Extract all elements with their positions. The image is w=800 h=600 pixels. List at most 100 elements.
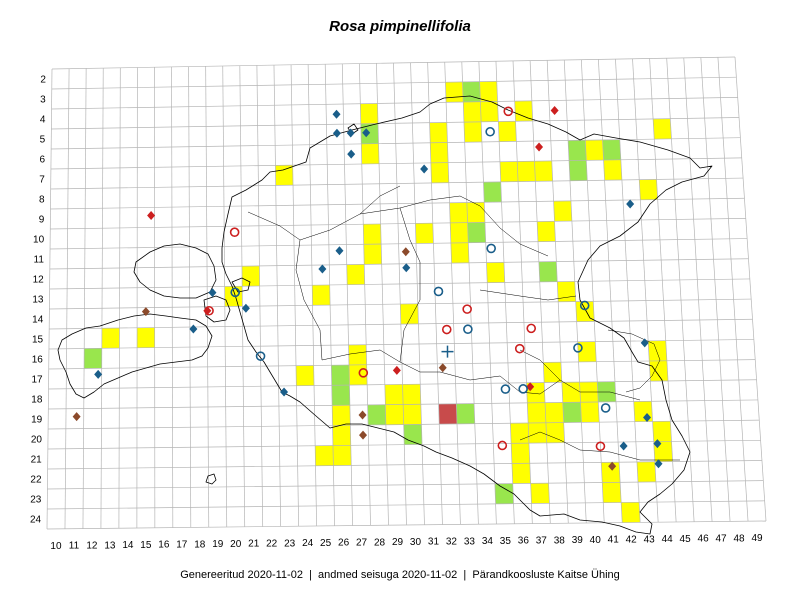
grid-cell-27-16 xyxy=(348,344,367,366)
marker-blue-diamond xyxy=(318,264,327,274)
column-label: 38 xyxy=(554,535,566,546)
marker-blue-diamond xyxy=(332,109,341,119)
row-label: 3 xyxy=(40,95,46,106)
column-label: 27 xyxy=(356,538,368,549)
column-label: 32 xyxy=(446,537,458,548)
grid-vline xyxy=(393,62,407,526)
grid-cell-35-8 xyxy=(483,181,502,203)
row-label: 19 xyxy=(31,415,43,426)
column-label: 40 xyxy=(590,535,602,546)
row-label: 11 xyxy=(34,255,45,266)
row-label: 20 xyxy=(31,435,43,446)
grid-cell-37-7 xyxy=(517,161,536,182)
grid-cell-26-18 xyxy=(331,385,350,406)
row-label: 10 xyxy=(33,235,45,246)
column-label: 45 xyxy=(680,534,692,545)
grid-hline xyxy=(50,197,745,210)
lake-peipus xyxy=(607,329,661,393)
marker-brown-diamond xyxy=(141,307,150,317)
county-boundary xyxy=(439,371,561,395)
marker-red-circle xyxy=(441,324,452,335)
grid-cell-40-7 xyxy=(569,160,588,181)
muhu-coastline xyxy=(203,295,231,323)
column-label: 36 xyxy=(518,536,530,547)
marker-red-circle xyxy=(229,227,240,238)
grid-cell-32-5 xyxy=(429,122,448,143)
county-boundary xyxy=(459,195,549,257)
grid-hline xyxy=(47,439,761,450)
grid-cell-30-20 xyxy=(403,424,423,445)
grid-cell-36-5 xyxy=(498,121,517,142)
grid-cell-39-18 xyxy=(561,382,581,403)
grid-vline xyxy=(64,68,70,529)
grid-cell-30-18 xyxy=(402,384,421,405)
column-label: 34 xyxy=(482,536,494,547)
grid-cell-38-20 xyxy=(545,422,565,443)
column-label: 43 xyxy=(644,534,656,545)
grid-hline xyxy=(47,500,765,510)
marker-brown-diamond xyxy=(359,430,368,440)
grid-cell-37-4 xyxy=(514,100,533,122)
grid-cell-35-12 xyxy=(486,262,505,283)
row-label: 15 xyxy=(32,335,44,346)
grid-vline xyxy=(136,67,138,529)
grid-vline xyxy=(563,59,587,524)
grid-vline xyxy=(205,66,210,528)
grid-vline xyxy=(700,57,731,522)
grid-hline xyxy=(46,520,767,530)
county-boundary xyxy=(321,349,401,363)
column-label: 15 xyxy=(140,540,152,551)
grid-vline xyxy=(307,64,317,527)
grid-cell-36-20 xyxy=(510,423,529,444)
marker-blue-circle xyxy=(463,324,473,335)
column-label: 26 xyxy=(338,538,350,549)
grid-cell-39-19 xyxy=(562,402,582,423)
marker-blue-diamond xyxy=(402,263,411,273)
grid-cell-37-23 xyxy=(530,483,550,504)
row-label: 6 xyxy=(39,155,45,166)
row-label: 24 xyxy=(30,515,42,526)
grid-cell-29-19 xyxy=(385,404,404,425)
marker-brown-diamond xyxy=(438,363,447,373)
marker-blue-circle xyxy=(579,300,590,311)
grid-cell-34-3 xyxy=(462,81,481,103)
column-label: 31 xyxy=(428,537,440,548)
column-label: 39 xyxy=(572,535,584,546)
row-label: 14 xyxy=(32,315,44,326)
grid-cell-44-17 xyxy=(649,360,669,382)
marker-blue-circle xyxy=(600,403,611,413)
grid-cell-28-5 xyxy=(360,123,379,144)
marker-blue-diamond xyxy=(653,439,662,449)
grid-cell-15-15 xyxy=(137,327,155,348)
county-boundaries-layer xyxy=(247,185,680,461)
grid-cell-42-7 xyxy=(603,159,622,181)
grid-hline xyxy=(50,157,742,170)
column-label: 46 xyxy=(698,534,710,545)
occupied-cells-layer xyxy=(84,81,673,523)
column-label: 17 xyxy=(176,540,188,551)
grid-cell-26-19 xyxy=(332,405,351,426)
marker-blue-diamond xyxy=(346,128,355,138)
grid-lines-layer xyxy=(46,56,767,530)
column-label: 25 xyxy=(320,538,332,549)
column-label: 11 xyxy=(69,541,80,552)
grid-vline xyxy=(341,63,353,526)
column-label: 29 xyxy=(392,537,404,548)
grid-cell-31-10 xyxy=(415,223,434,244)
grid-cell-23-7 xyxy=(275,165,294,186)
column-label: 21 xyxy=(248,539,260,550)
marker-blue-circle xyxy=(573,343,583,353)
grid-vline xyxy=(188,66,192,528)
grid-cell-37-19 xyxy=(527,402,546,424)
marker-blue-circle xyxy=(485,126,495,137)
marker-red-diamond xyxy=(147,210,156,220)
grid-cell-44-20 xyxy=(652,421,672,442)
grid-vline xyxy=(717,57,749,522)
row-label: 16 xyxy=(32,355,44,366)
grid-hline xyxy=(47,460,762,470)
grid-cell-32-6 xyxy=(430,142,449,163)
marker-blue-circle xyxy=(486,243,496,254)
grid-cell-25-21 xyxy=(315,445,334,466)
grid-hline xyxy=(50,238,748,250)
